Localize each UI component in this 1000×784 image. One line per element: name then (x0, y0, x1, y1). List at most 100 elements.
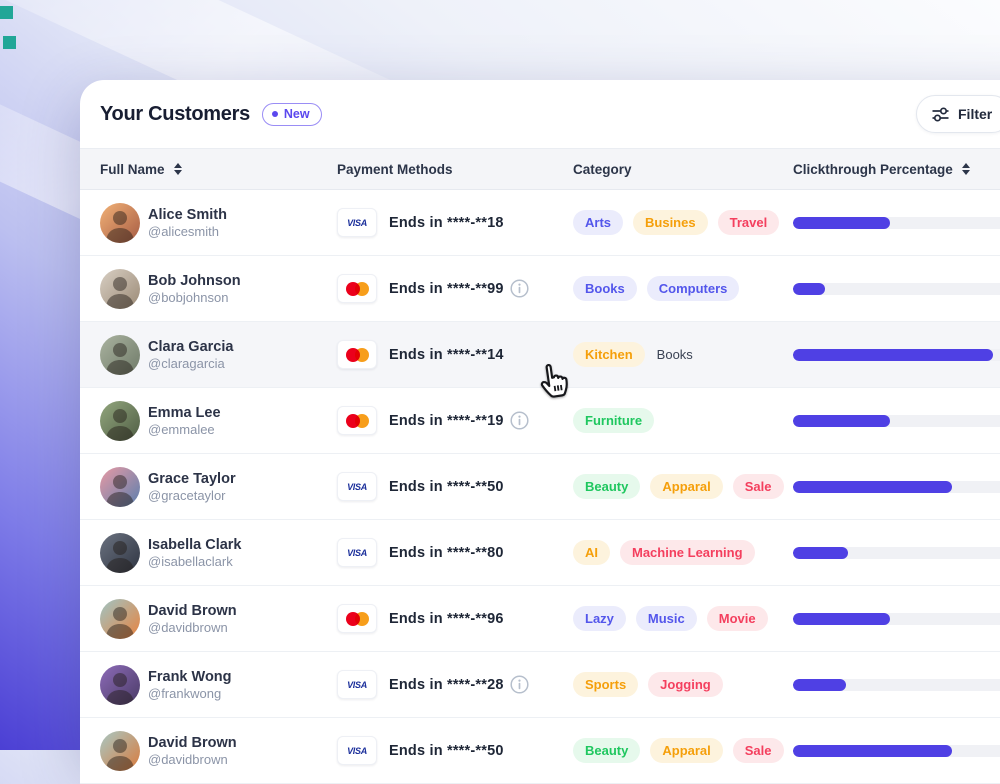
progress-bar-fill (793, 546, 849, 559)
table-row[interactable]: Clara Garcia @claragarcia Ends in ****-*… (80, 322, 1000, 388)
info-icon[interactable] (510, 675, 529, 694)
column-label: Full Name (100, 161, 165, 177)
customer-cell: Frank Wong @frankwong (100, 664, 337, 705)
card-ends-text: Ends in ****-**19 (389, 412, 504, 429)
column-header-payment-methods: Payment Methods (337, 162, 573, 177)
progress-bar (793, 480, 1000, 493)
category-tags: AI Machine Learning (573, 540, 793, 565)
clickthrough-cell (793, 744, 1000, 757)
customers-panel: Your Customers New Filter Full Name Paym… (80, 80, 1000, 784)
info-icon[interactable] (510, 279, 529, 298)
customer-handle: @frankwong (148, 685, 222, 701)
progress-bar (793, 216, 1000, 229)
clickthrough-cell (793, 414, 1000, 427)
mastercard-icon (337, 340, 377, 369)
category-tag: Kitchen (573, 342, 645, 367)
progress-bar (793, 612, 1000, 625)
category-tag: Sale (732, 474, 784, 499)
customer-handle: @isabellaclark (148, 553, 233, 569)
sort-icon[interactable] (173, 163, 183, 175)
sliders-icon (932, 106, 949, 122)
category-tags: Beauty Apparal Sale (573, 738, 793, 763)
sort-icon[interactable] (961, 163, 971, 175)
customer-name: David Brown (148, 734, 237, 751)
payment-cell: Ends in ****-**19 (337, 406, 573, 435)
new-badge-dot (271, 110, 278, 117)
progress-bar (793, 678, 1000, 691)
customer-cell: Isabella Clark @isabellaclark (100, 532, 337, 573)
avatar (100, 202, 140, 243)
category-tag: Jogging (648, 672, 723, 697)
category-tag: Sports (573, 672, 639, 697)
visa-label: VISA (347, 217, 367, 228)
visa-label: VISA (347, 547, 367, 558)
card-ends-text: Ends in ****-**96 (389, 610, 504, 627)
payment-cell: Ends in ****-**96 (337, 604, 573, 633)
table-row[interactable]: Grace Taylor @gracetaylor VISA Ends in *… (80, 454, 1000, 520)
customer-cell: Clara Garcia @claragarcia (100, 334, 337, 375)
category-tag: Lazy (573, 606, 626, 631)
category-tag: Computers (646, 276, 740, 301)
card-ends-text: Ends in ****-**28 (389, 676, 504, 693)
avatar (100, 664, 140, 705)
category-tags: Beauty Apparal Sale (573, 474, 793, 499)
category-tag: Books (573, 276, 637, 301)
customer-cell: Bob Johnson @bobjohnson (100, 268, 337, 309)
visa-card-icon: VISA (337, 208, 377, 237)
customer-handle: @davidbrown (148, 619, 228, 635)
progress-bar-fill (793, 216, 890, 229)
visa-card-icon: VISA (337, 538, 377, 567)
column-label: Category (573, 161, 632, 177)
progress-bar-fill (793, 414, 890, 427)
table-row[interactable]: Isabella Clark @isabellaclark VISA Ends … (80, 520, 1000, 586)
table-row[interactable]: Bob Johnson @bobjohnson Ends in ****-**9… (80, 256, 1000, 322)
customer-cell: Alice Smith @alicesmith (100, 202, 337, 243)
filter-button[interactable]: Filter (916, 95, 1000, 133)
clickthrough-cell (793, 678, 1000, 691)
payment-cell: VISA Ends in ****-**50 (337, 736, 573, 765)
progress-bar (793, 546, 1000, 559)
customer-name: Isabella Clark (148, 536, 242, 553)
customer-name: Grace Taylor (148, 470, 236, 487)
category-tag: Movie (706, 606, 768, 631)
card-ends-text: Ends in ****-**50 (389, 742, 504, 759)
payment-cell: Ends in ****-**99 (337, 274, 573, 303)
category-tags: Books Computers (573, 276, 793, 301)
deco-square (3, 36, 16, 49)
table-row[interactable]: Frank Wong @frankwong VISA Ends in ****-… (80, 652, 1000, 718)
visa-card-icon: VISA (337, 472, 377, 501)
progress-bar (793, 348, 1000, 361)
category-tag: Beauty (573, 738, 641, 763)
card-ends-text: Ends in ****-**80 (389, 544, 504, 561)
progress-bar-fill (793, 678, 846, 691)
category-tags: Furniture (573, 408, 793, 433)
progress-bar-fill (793, 480, 952, 493)
avatar (100, 730, 140, 771)
info-icon[interactable] (510, 411, 529, 430)
category-tag: Arts (573, 210, 624, 235)
category-tag: Books (656, 347, 693, 362)
clickthrough-cell (793, 348, 1000, 361)
table-row[interactable]: David Brown @davidbrown Ends in ****-**9… (80, 586, 1000, 652)
customer-name: Emma Lee (148, 404, 221, 421)
customer-name: Alice Smith (148, 206, 227, 223)
customer-cell: David Brown @davidbrown (100, 730, 337, 771)
payment-cell: Ends in ****-**14 (337, 340, 573, 369)
progress-bar-fill (793, 282, 826, 295)
payment-cell: VISA Ends in ****-**50 (337, 472, 573, 501)
table-row[interactable]: Emma Lee @emmalee Ends in ****-**19 Furn… (80, 388, 1000, 454)
progress-bar (793, 282, 1000, 295)
category-tag: Furniture (573, 408, 655, 433)
mastercard-icon (337, 406, 377, 435)
customer-handle: @gracetaylor (148, 487, 226, 503)
progress-bar (793, 744, 1000, 757)
customer-handle: @alicesmith (148, 223, 219, 239)
progress-bar (793, 414, 1000, 427)
avatar (100, 598, 140, 639)
mastercard-icon (337, 604, 377, 633)
table-body: Alice Smith @alicesmith VISA Ends in ***… (80, 190, 1000, 784)
avatar (100, 268, 140, 309)
visa-label: VISA (347, 481, 367, 492)
table-row[interactable]: Alice Smith @alicesmith VISA Ends in ***… (80, 190, 1000, 256)
table-row[interactable]: David Brown @davidbrown VISA Ends in ***… (80, 718, 1000, 784)
